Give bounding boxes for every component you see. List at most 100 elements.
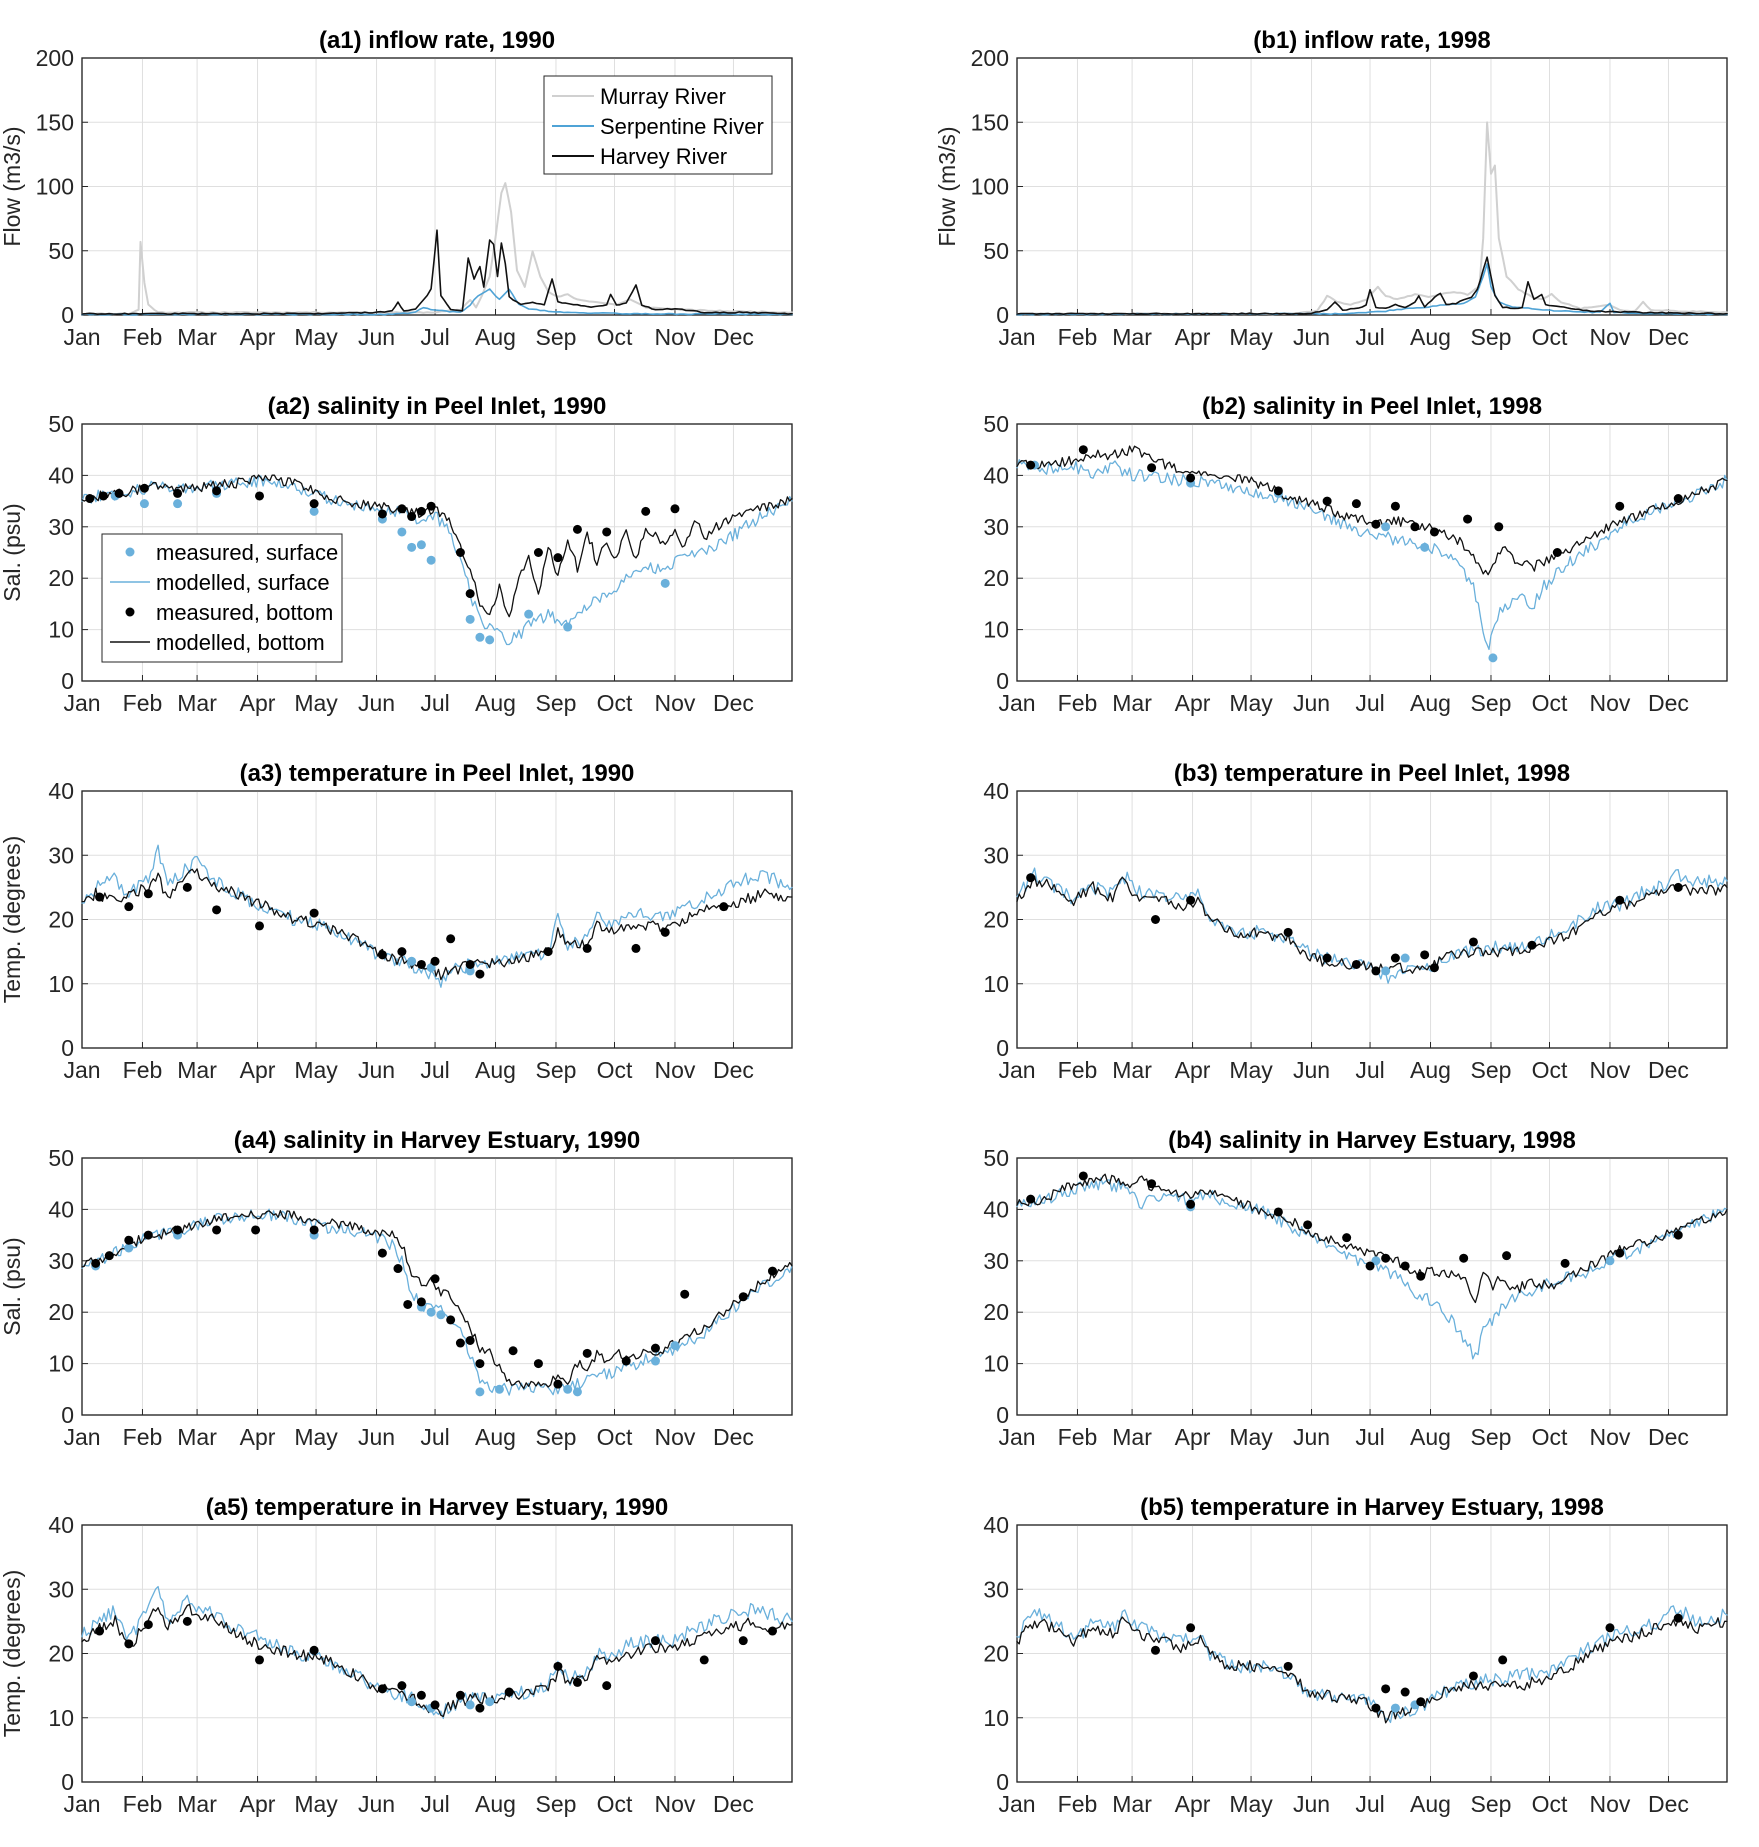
measured-surface-point (475, 1387, 485, 1397)
y-tick-label: 30 (48, 514, 74, 540)
y-axis-label: Sal. (psu) (0, 503, 25, 601)
measured-bottom-point (1416, 1697, 1426, 1707)
x-tick-label: Mar (1112, 690, 1152, 716)
x-tick-label: Nov (655, 1791, 696, 1817)
x-tick-label: May (294, 1057, 338, 1083)
x-tick-label: May (1229, 1057, 1273, 1083)
measured-bottom-point (465, 1335, 475, 1345)
measured-surface-point (139, 499, 149, 509)
x-tick-label: Apr (240, 1057, 276, 1083)
x-tick-label: Dec (1648, 690, 1689, 716)
measured-bottom-point (455, 1690, 465, 1700)
x-tick-label: Sep (1471, 1424, 1512, 1450)
x-tick-label: Mar (177, 1057, 217, 1083)
measured-surface-point (660, 578, 670, 588)
series-harvey-river (1016, 256, 1728, 315)
measured-bottom-point (465, 589, 475, 599)
x-tick-label: Sep (1471, 1791, 1512, 1817)
axes-frame (81, 1524, 793, 1783)
y-tick-label: 40 (48, 778, 74, 804)
measured-bottom-point (1026, 1194, 1036, 1204)
measured-bottom-point (212, 905, 222, 915)
measured-surface-point (407, 542, 417, 552)
measured-surface-point (1488, 653, 1498, 663)
measured-bottom-point (1322, 496, 1332, 506)
measured-surface-point (124, 1243, 134, 1253)
measured-bottom-point (430, 956, 440, 966)
y-tick-label: 0 (996, 302, 1009, 328)
x-tick-label: Oct (597, 1057, 633, 1083)
measured-bottom-point (416, 1297, 426, 1307)
x-tick-label: Aug (1410, 324, 1451, 350)
measured-bottom-point (1283, 927, 1293, 937)
measured-surface-point (1381, 966, 1391, 976)
measured-bottom-point (660, 927, 670, 937)
x-tick-label: Mar (177, 690, 217, 716)
measured-bottom-point (95, 892, 105, 902)
measured-bottom-point (553, 1379, 563, 1389)
x-tick-label: Jan (998, 1424, 1035, 1450)
measured-surface-point (1390, 1703, 1400, 1713)
panel-title: (a5) temperature in Harvey Estuary, 1990 (206, 1494, 668, 1521)
x-tick-label: Oct (1532, 690, 1568, 716)
x-tick-label: Jun (358, 324, 395, 350)
measured-bottom-point (1150, 915, 1160, 924)
measured-bottom-point (1365, 1261, 1375, 1271)
modelled-surface-line (81, 1208, 793, 1396)
modelled-surface-line (1016, 459, 1728, 651)
measured-bottom-point (1502, 1251, 1512, 1261)
measured-bottom-point (397, 1681, 407, 1691)
measured-bottom-point (1342, 1233, 1352, 1243)
measured-bottom-point (1673, 882, 1683, 892)
measured-bottom-point (251, 1225, 261, 1235)
y-tick-label: 0 (996, 1035, 1009, 1061)
measured-bottom-point (212, 1225, 222, 1235)
measured-bottom-point (455, 1338, 465, 1348)
x-tick-label: Oct (597, 1791, 633, 1817)
measured-bottom-point (1463, 514, 1473, 524)
measured-surface-point (563, 622, 573, 632)
panel-title: (b3) temperature in Peel Inlet, 1998 (1174, 760, 1570, 787)
x-tick-label: Oct (1532, 1424, 1568, 1450)
panel-a2: Jan Feb Mar Apr May Jun Jul Aug Sep Oct Nov Dec 0 10 2… (0, 393, 793, 716)
measured-bottom-point (124, 1639, 134, 1649)
measured-bottom-point (143, 1230, 153, 1240)
measured-surface-point (426, 1307, 436, 1317)
x-tick-label: Feb (123, 1057, 163, 1083)
x-tick-label: Dec (713, 690, 754, 716)
measured-bottom-point (377, 950, 387, 960)
measured-surface-point (485, 635, 495, 645)
x-tick-label: Jul (1355, 1791, 1384, 1817)
measured-bottom-point (553, 1661, 563, 1671)
x-tick-label: Sep (536, 324, 577, 350)
measured-surface-point (426, 555, 436, 565)
measured-bottom-point (572, 524, 582, 534)
x-tick-label: Jan (998, 324, 1035, 350)
axes-a4 (81, 1157, 793, 1416)
measured-bottom-point (1459, 1253, 1469, 1263)
measured-bottom-point (1552, 548, 1562, 557)
measured-surface-point (1420, 542, 1430, 552)
y-tick-label: 0 (996, 1769, 1009, 1795)
x-tick-label: May (294, 1424, 338, 1450)
legend-marker (125, 547, 135, 557)
measured-bottom-point (1186, 1199, 1196, 1209)
legend-entry: Serpentine River (600, 114, 764, 139)
measured-bottom-point (1303, 1220, 1313, 1230)
axes-frame (1016, 423, 1728, 682)
measured-bottom-point (1186, 1623, 1196, 1633)
measured-bottom-point (1026, 460, 1036, 470)
y-tick-label: 150 (971, 109, 1009, 135)
y-tick-label: 20 (983, 1641, 1009, 1667)
x-tick-label: Oct (597, 1424, 633, 1450)
x-tick-label: Sep (536, 1057, 577, 1083)
measured-bottom-point (1390, 501, 1400, 511)
measured-bottom-point (1351, 499, 1361, 509)
measured-bottom-point (670, 504, 680, 514)
x-tick-label: Feb (123, 690, 163, 716)
measured-bottom-point (1615, 501, 1625, 511)
x-tick-label: Apr (1175, 1791, 1211, 1817)
measured-bottom-point (255, 491, 264, 501)
x-tick-label: Jul (420, 1057, 449, 1083)
measured-surface-point (1371, 1256, 1381, 1266)
